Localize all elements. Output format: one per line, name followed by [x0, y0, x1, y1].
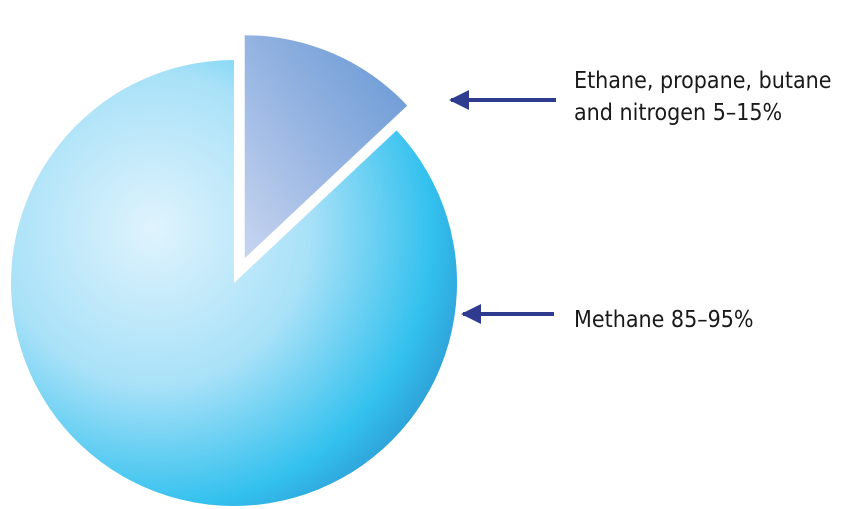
- label-minor-line-2: and nitrogen 5–15%: [574, 100, 782, 126]
- label-methane: Methane 85–95%: [574, 307, 754, 333]
- slice-minor-gases: [244, 35, 408, 259]
- annotations: Ethane, propane, butane and nitrogen 5–1…: [449, 68, 838, 333]
- label-minor-line-1: Ethane, propane, butane: [574, 68, 831, 94]
- slice-methane: [10, 60, 457, 506]
- pie-slices: [10, 35, 457, 506]
- label-minor-gases: Ethane, propane, butane and nitrogen 5–1…: [574, 68, 838, 126]
